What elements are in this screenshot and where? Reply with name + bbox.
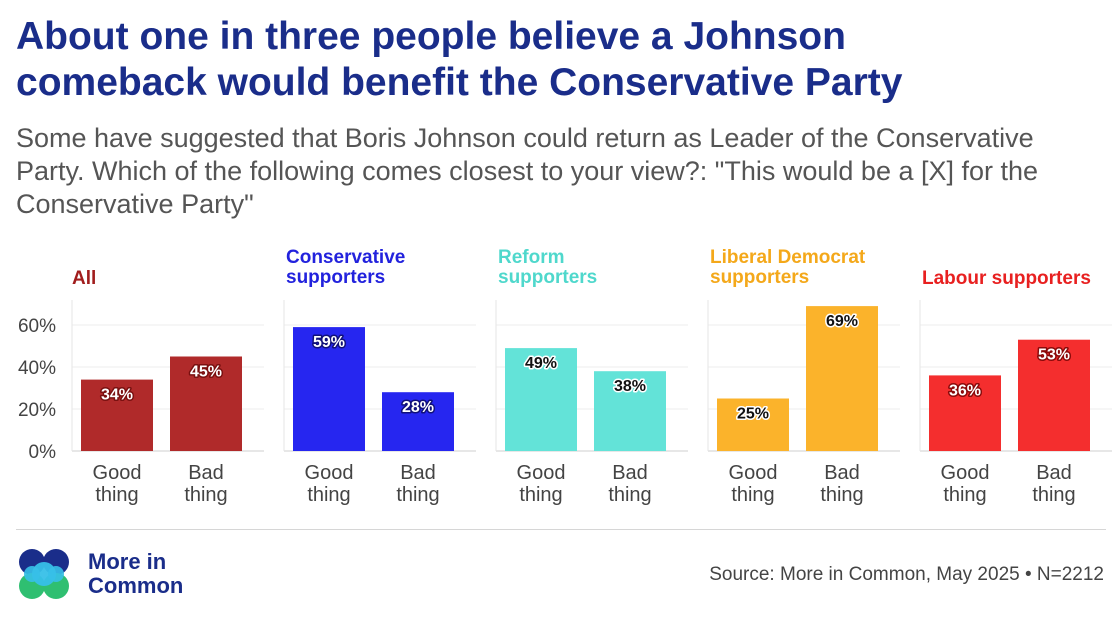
data-label: 34%	[101, 387, 133, 404]
data-label: 25%	[737, 406, 769, 423]
panel-title: All	[72, 268, 96, 289]
bar	[170, 356, 242, 451]
y-tick-label: 20%	[18, 400, 56, 421]
x-tick-label: Good thing	[517, 462, 566, 506]
panel-title: Labour supporters	[922, 268, 1091, 289]
bar	[81, 379, 153, 451]
y-tick-label: 40%	[18, 358, 56, 379]
bar	[1018, 339, 1090, 451]
x-tick-label: Bad thing	[1032, 462, 1075, 506]
bar	[382, 392, 454, 451]
chart-title: About one in three people believe a John…	[16, 15, 903, 104]
more-in-common-logo-icon	[19, 549, 69, 599]
data-label: 69%	[826, 313, 858, 330]
x-tick-label: Good thing	[305, 462, 354, 506]
data-label: 53%	[1038, 347, 1070, 364]
y-tick-label: 0%	[29, 442, 57, 463]
bar	[293, 327, 365, 451]
panel-title: Reform supporters	[498, 247, 597, 288]
chart-subtitle: Some have suggested that Boris Johnson c…	[16, 123, 1039, 219]
data-label: 59%	[313, 334, 345, 351]
x-tick-label: Good thing	[941, 462, 990, 506]
bar	[505, 348, 577, 451]
x-tick-label: Good thing	[93, 462, 142, 506]
data-label: 38%	[614, 378, 646, 395]
x-tick-label: Bad thing	[820, 462, 863, 506]
data-label: 28%	[402, 399, 434, 416]
footer-divider	[16, 529, 1106, 530]
data-label: 45%	[190, 364, 222, 381]
bar	[594, 371, 666, 451]
source-note: Source: More in Common, May 2025 • N=221…	[709, 564, 1104, 585]
data-label: 36%	[949, 382, 981, 399]
x-tick-label: Good thing	[729, 462, 778, 506]
x-tick-label: Bad thing	[396, 462, 439, 506]
panel-title: Liberal Democrat supporters	[710, 247, 866, 288]
bar-chart-panels: 0% 20% 40% 60% All 34% Good thing 45% Bad thing Con…	[18, 247, 1112, 506]
bar	[717, 398, 789, 451]
data-label: 49%	[525, 355, 557, 372]
x-tick-label: Bad thing	[608, 462, 651, 506]
bar	[929, 375, 1001, 451]
y-tick-label: 60%	[18, 316, 56, 337]
x-tick-label: Bad thing	[184, 462, 227, 506]
panel-title: Conservative supporters	[286, 247, 405, 288]
brand-name: More in Common	[88, 549, 184, 598]
bar	[806, 306, 878, 451]
